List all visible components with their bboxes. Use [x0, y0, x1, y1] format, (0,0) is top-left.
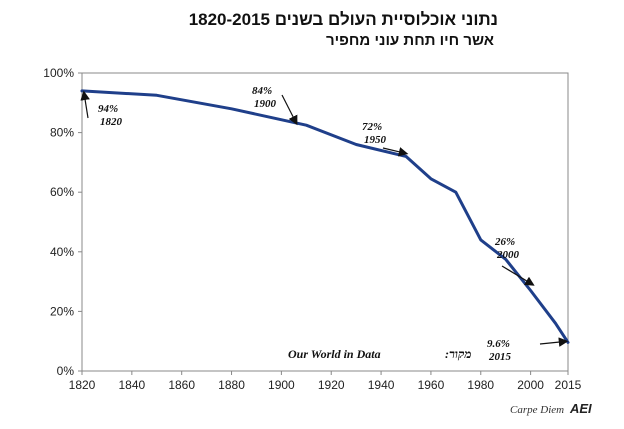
annotation-year: 2000	[496, 249, 520, 261]
x-tick-label: 1940	[368, 378, 395, 392]
y-tick-label: 20%	[50, 304, 74, 318]
poverty-series-line	[80, 89, 570, 344]
annotation-year: 1820	[100, 116, 123, 128]
y-tick-label: 100%	[43, 66, 74, 80]
annotation-arrow	[80, 90, 90, 119]
x-tick-label: 1820	[69, 378, 96, 392]
plot-frame	[81, 72, 569, 372]
x-tick-label: 1880	[218, 378, 245, 392]
annotation-pct: 72%	[362, 121, 382, 133]
annotation-pct: 9.6%	[487, 338, 510, 350]
y-tick-label: 0%	[57, 364, 75, 378]
x-tick-label: 1920	[318, 378, 345, 392]
x-axis: 1820 1840 1860 1880 1900 1920 1940 1960 1980 2000…	[69, 371, 582, 392]
annotation-arrow	[539, 337, 569, 347]
chart-title: נתוני אוכלוסיית העולם בשנים 1820-2015	[188, 10, 498, 29]
annotation-pct: 84%	[252, 85, 272, 97]
annotation-arrow	[501, 265, 535, 286]
x-tick-label: 1980	[467, 378, 494, 392]
x-tick-label: 1860	[168, 378, 195, 392]
y-tick-label: 80%	[50, 126, 74, 140]
annotation-pct: 94%	[98, 103, 118, 115]
x-tick-label: 1900	[268, 378, 295, 392]
annotation-arrow	[382, 147, 409, 157]
annotation-year: 1950	[364, 134, 387, 146]
x-tick-label: 1960	[418, 378, 445, 392]
annotation-year: 1900	[254, 98, 277, 110]
annotations: 94%1820 84%1900 72%1950 26%2000 9.6%2015	[80, 85, 569, 363]
source-name: Our World in Data	[288, 347, 381, 361]
brand-label: Carpe Diem	[510, 404, 564, 416]
x-tick-label: 2015	[555, 378, 582, 392]
y-axis: 0% 20% 40% 60% 80% 100%	[43, 66, 82, 378]
y-tick-label: 60%	[50, 185, 74, 199]
source-label: מקור:	[445, 347, 472, 361]
annotation-year: 2015	[488, 351, 512, 363]
aei-logo: AEI	[569, 401, 592, 416]
x-tick-label: 1840	[118, 378, 145, 392]
x-tick-label: 2000	[517, 378, 544, 392]
annotation-arrow	[281, 94, 298, 126]
chart-subtitle: אשר חיו תחת עוני מחפיר	[325, 32, 494, 49]
annotation-pct: 26%	[494, 236, 515, 248]
y-tick-label: 40%	[50, 245, 74, 259]
